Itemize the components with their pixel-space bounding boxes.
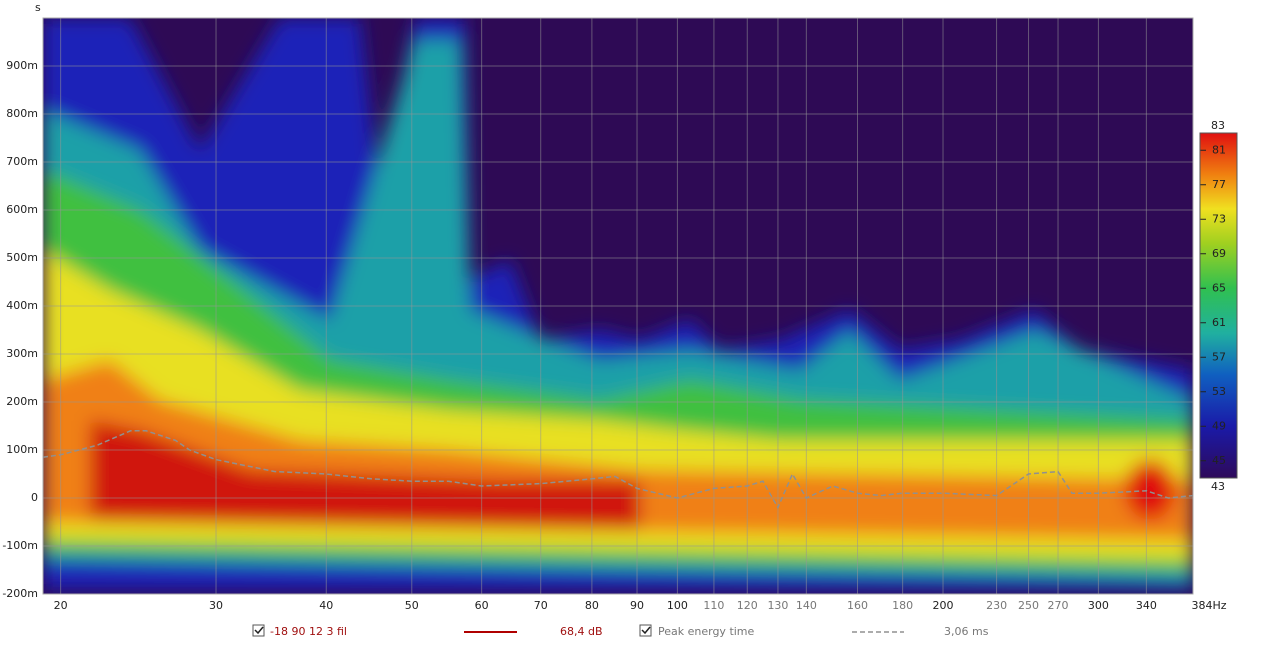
legend-name: Peak energy time xyxy=(658,625,755,638)
legend: -18 90 12 3 fil 68,4 dB Peak energy time… xyxy=(252,624,989,638)
colorbar-frame xyxy=(1199,132,1238,479)
colorbar-label: 53 xyxy=(1212,385,1226,398)
x-tick-label: 120 xyxy=(737,599,758,612)
x-tick-label: 60 xyxy=(475,599,489,612)
y-tick-label: 500m xyxy=(6,251,38,264)
check xyxy=(641,626,651,635)
y-tick-label: 0 xyxy=(31,491,38,504)
x-tick-label: 40 xyxy=(319,599,333,612)
x-tick-label: 30 xyxy=(209,599,223,612)
colorbar-label: 81 xyxy=(1212,143,1226,156)
checkbox[interactable] xyxy=(252,624,265,637)
colorbar-label: 65 xyxy=(1212,281,1226,294)
legend-readout: 3,06 ms xyxy=(944,625,989,638)
legend-name: -18 90 12 3 fil xyxy=(270,625,347,638)
x-tick-label: 140 xyxy=(796,599,817,612)
y-tick-label: 600m xyxy=(6,203,38,216)
x-tick-label: 270 xyxy=(1048,599,1069,612)
x-tick-label: 90 xyxy=(630,599,644,612)
y-tick-label: 200m xyxy=(6,395,38,408)
x-tick-label: 230 xyxy=(986,599,1007,612)
x-tick-label: 384Hz xyxy=(1191,599,1226,612)
check xyxy=(254,626,264,635)
x-tick-label: 300 xyxy=(1088,599,1109,612)
x-tick-label: 200 xyxy=(933,599,954,612)
colorbar-label: 73 xyxy=(1212,212,1226,225)
x-tick-label: 70 xyxy=(534,599,548,612)
y-tick-label: 900m xyxy=(6,59,38,72)
x-tick-label: 130 xyxy=(767,599,788,612)
checkbox[interactable] xyxy=(639,624,652,637)
colorbar-label: 49 xyxy=(1212,419,1226,432)
y-tick-label: 300m xyxy=(6,347,38,360)
x-tick-label: 180 xyxy=(892,599,913,612)
y-tick-label: -200m xyxy=(2,587,38,600)
colorbar xyxy=(1200,133,1237,478)
x-tick-label: 100 xyxy=(667,599,688,612)
peak-energy-line xyxy=(43,430,1193,510)
y-unit: s xyxy=(35,1,41,14)
y-tick-label: -100m xyxy=(2,539,38,552)
y-tick-label: 700m xyxy=(6,155,38,168)
colorbar-label: 69 xyxy=(1212,247,1226,260)
x-tick-label: 160 xyxy=(847,599,868,612)
colorbar-label: 61 xyxy=(1212,316,1226,329)
x-tick-label: 340 xyxy=(1136,599,1157,612)
colorbar-label: 77 xyxy=(1212,178,1226,191)
colorbar-label: 43 xyxy=(1211,480,1225,493)
x-tick-label: 50 xyxy=(405,599,419,612)
legend-readout: 68,4 dB xyxy=(560,625,603,638)
plot-frame xyxy=(42,17,1194,595)
colorbar-label: 83 xyxy=(1211,119,1225,132)
y-tick-label: 800m xyxy=(6,107,38,120)
x-tick-label: 80 xyxy=(585,599,599,612)
x-tick-label: 110 xyxy=(703,599,724,612)
x-tick-label: 250 xyxy=(1018,599,1039,612)
colorbar-label: 57 xyxy=(1212,350,1226,363)
x-tick-label: 20 xyxy=(54,599,68,612)
colorbar-label: 45 xyxy=(1212,454,1226,467)
y-tick-label: 100m xyxy=(6,443,38,456)
y-tick-label: 400m xyxy=(6,299,38,312)
